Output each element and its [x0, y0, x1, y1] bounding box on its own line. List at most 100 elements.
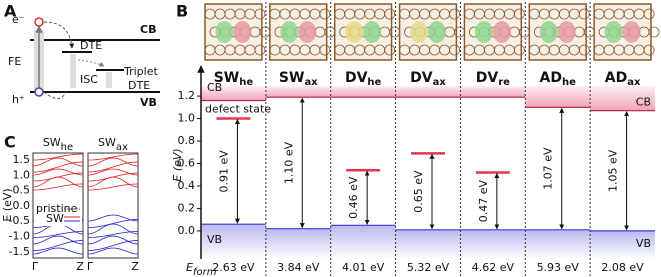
y-axis-label: E (eV) — [1, 188, 14, 221]
band-label: VB — [636, 237, 651, 250]
y-tick-label: 0.5 — [13, 184, 31, 197]
defect-ring — [410, 21, 428, 43]
band-curve — [87, 231, 139, 238]
eform-label-sub: form — [193, 267, 217, 277]
y-tick-label: 0.0 — [13, 199, 31, 212]
column-header-sub: ax — [627, 77, 641, 88]
panel-title-sub: he — [61, 142, 74, 153]
triplet-bar — [106, 72, 112, 88]
ring — [648, 26, 660, 38]
x-tick-label: Z — [76, 260, 84, 273]
vb-band — [330, 225, 396, 259]
formation-energy: 3.84 eV — [277, 261, 320, 274]
ring — [319, 44, 331, 56]
defect-ring — [622, 21, 641, 43]
cb-band — [330, 86, 396, 98]
y-tick-label: -1.0 — [9, 230, 30, 243]
y-tick-label: -1.5 — [9, 245, 30, 258]
gap-label: 0.91 eV — [217, 150, 230, 193]
defect-ring — [233, 21, 252, 43]
band-curve — [87, 161, 139, 173]
formation-energy: 4.01 eV — [342, 261, 385, 274]
ring — [578, 8, 590, 20]
vb-band — [590, 230, 655, 259]
y-axis-label: E (eV) — [171, 148, 184, 181]
defect-ring — [215, 21, 234, 43]
vb-label: VB — [140, 96, 157, 109]
defect-ring — [557, 21, 576, 43]
gap-label: 1.05 eV — [607, 149, 620, 192]
panel-label: C — [4, 133, 16, 152]
legend-entry: SW — [46, 212, 64, 225]
gap-label: 0.65 eV — [412, 170, 425, 213]
dte-bar — [70, 54, 76, 88]
band-curve — [32, 231, 84, 238]
defect-ring — [474, 21, 493, 43]
column-header-sub: ax — [433, 77, 447, 88]
band-curve — [87, 223, 139, 235]
column-header: SWhe — [214, 70, 254, 88]
column-header-sub: ax — [304, 77, 318, 88]
hole-label: h⁺ — [12, 93, 25, 106]
band-label: CB — [207, 81, 222, 94]
band-curve — [87, 235, 139, 245]
y-tick-label: 1.2 — [178, 89, 196, 102]
column-header: SWax — [279, 70, 318, 88]
ring — [384, 8, 396, 20]
relax-arrow — [43, 21, 75, 49]
y-tick-label: 1.0 — [13, 168, 31, 181]
band-label: defect state — [205, 103, 271, 116]
column-header-sub: he — [367, 77, 381, 88]
vb-band — [460, 229, 526, 259]
formation-energy: 5.32 eV — [407, 261, 450, 274]
band-curve — [32, 183, 84, 191]
band-curve — [87, 240, 139, 251]
band-curve — [32, 153, 84, 161]
ring — [449, 8, 460, 20]
formation-energy: 2.63 eV — [212, 261, 255, 274]
ring — [514, 44, 525, 56]
band-curve — [32, 161, 84, 173]
gap-label: 0.46 eV — [347, 176, 360, 219]
band-label: VB — [207, 233, 222, 246]
cb-band — [395, 86, 461, 98]
ring — [643, 8, 655, 20]
electron — [34, 17, 44, 27]
isc-label: ISC — [80, 73, 98, 86]
y-tick-label: -0.5 — [9, 214, 30, 227]
fe-label: FE — [8, 55, 21, 68]
vb-band — [395, 229, 461, 259]
band-curve — [32, 168, 84, 176]
y-tick-label: 0.8 — [178, 134, 196, 147]
defect-ring — [345, 21, 364, 43]
band-box — [32, 152, 84, 259]
band-curve — [32, 240, 84, 251]
column-header: DVax — [410, 70, 446, 88]
y-tick-label: 1.5 — [13, 153, 31, 166]
panel-label: A — [4, 2, 17, 21]
panel-c: C E (eV) 1.51.00.50.0-0.5-1.0-1.5Γ Z Γ Zpri… — [1, 133, 139, 274]
ring — [643, 44, 655, 56]
column-header-main: DV — [345, 70, 368, 86]
formation-energy: 4.62 eV — [472, 261, 515, 274]
defect-ring — [298, 21, 317, 43]
defect-ring — [604, 21, 623, 43]
defect-ring — [280, 21, 299, 43]
cb-band — [590, 86, 655, 111]
band-curve — [32, 235, 84, 245]
panel-title: SWax — [98, 136, 128, 153]
structure-image — [269, 3, 328, 61]
eform-label-main: E — [186, 261, 193, 274]
isc-arrow — [77, 59, 105, 67]
gap-label: 0.47 eV — [477, 180, 490, 223]
y-tick-label: 0.4 — [178, 179, 196, 192]
vb-band — [201, 224, 266, 259]
legend-entry: pristine — [36, 202, 78, 215]
hole-arrow — [43, 91, 67, 99]
vb-band — [525, 229, 591, 259]
ring — [449, 44, 460, 56]
band-curve — [32, 247, 84, 255]
column-header-main: SW — [214, 70, 240, 86]
electron-label: e⁻ — [12, 13, 25, 26]
